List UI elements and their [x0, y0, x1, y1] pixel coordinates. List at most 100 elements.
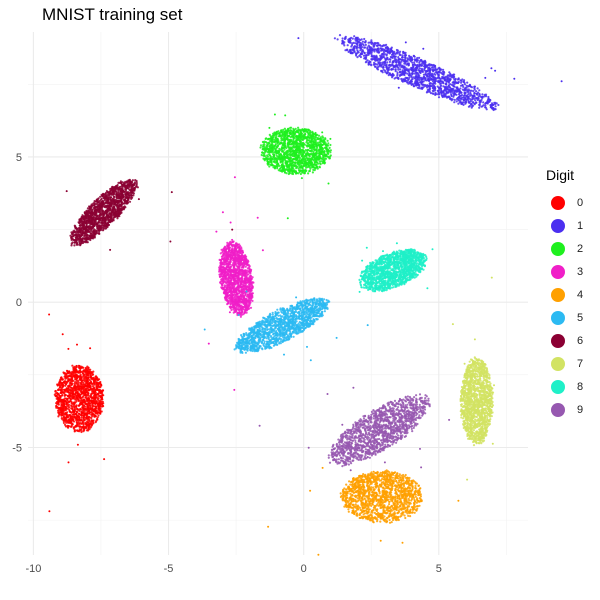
point — [267, 163, 270, 166]
point — [89, 385, 92, 388]
point — [275, 159, 278, 163]
point — [269, 146, 272, 149]
point — [324, 157, 328, 160]
point — [423, 75, 426, 78]
point — [77, 415, 80, 418]
point — [459, 87, 462, 90]
point — [377, 42, 380, 45]
point — [427, 84, 430, 87]
point — [77, 379, 80, 383]
point — [64, 405, 67, 409]
point — [89, 388, 92, 391]
point — [395, 63, 398, 67]
point — [288, 164, 291, 167]
point — [71, 407, 74, 410]
point — [97, 392, 100, 395]
point — [446, 77, 449, 80]
point — [65, 381, 68, 384]
point — [307, 165, 310, 168]
point — [69, 425, 72, 428]
point — [286, 217, 289, 220]
point — [318, 162, 322, 165]
point — [306, 157, 309, 160]
point — [73, 375, 76, 378]
point — [61, 333, 64, 336]
point — [58, 413, 61, 416]
point — [416, 66, 419, 70]
point — [276, 149, 279, 152]
point — [59, 380, 62, 383]
point — [453, 98, 456, 101]
point — [434, 73, 437, 76]
point — [421, 83, 424, 86]
point — [404, 76, 407, 79]
point — [307, 149, 310, 152]
point — [297, 156, 300, 159]
point — [80, 412, 83, 415]
point — [86, 382, 89, 385]
point — [70, 405, 73, 408]
point — [459, 84, 463, 87]
point — [259, 144, 263, 147]
point — [75, 371, 78, 374]
point — [410, 83, 413, 86]
point — [266, 144, 269, 147]
point — [101, 400, 104, 403]
point — [292, 172, 295, 176]
point — [281, 149, 284, 153]
point — [317, 143, 320, 147]
point — [289, 126, 292, 129]
point — [464, 91, 467, 94]
point — [285, 153, 288, 156]
point — [79, 374, 82, 378]
point — [470, 86, 474, 89]
point — [490, 67, 493, 70]
point — [69, 415, 72, 418]
point — [378, 62, 381, 65]
point — [463, 96, 466, 100]
point — [60, 407, 63, 410]
grid — [28, 32, 528, 555]
point — [470, 102, 473, 106]
point — [57, 406, 60, 409]
point — [484, 76, 487, 79]
point — [82, 372, 85, 375]
point — [286, 135, 290, 138]
point — [76, 443, 79, 446]
point — [88, 404, 92, 407]
point — [65, 373, 68, 376]
point — [48, 313, 51, 316]
point — [447, 91, 450, 94]
point — [308, 139, 311, 142]
point — [415, 83, 418, 86]
point — [94, 391, 97, 394]
point — [494, 108, 497, 111]
point — [329, 151, 332, 154]
point — [287, 129, 290, 132]
point — [469, 92, 472, 95]
point — [281, 142, 284, 145]
point — [488, 98, 491, 101]
point — [67, 391, 70, 394]
point — [450, 74, 453, 77]
point — [314, 167, 317, 170]
point — [309, 144, 312, 147]
point — [423, 63, 426, 66]
point — [271, 139, 274, 142]
point — [83, 377, 86, 380]
point — [322, 151, 325, 154]
point — [80, 380, 83, 383]
point — [287, 139, 290, 142]
point — [348, 49, 351, 52]
point — [326, 151, 330, 154]
point — [70, 395, 73, 398]
point — [388, 52, 391, 55]
point — [64, 409, 67, 412]
point — [406, 81, 409, 84]
point — [447, 74, 450, 77]
point — [80, 422, 83, 425]
point — [69, 414, 72, 417]
point — [80, 419, 83, 422]
point — [316, 137, 319, 141]
point — [270, 151, 274, 154]
